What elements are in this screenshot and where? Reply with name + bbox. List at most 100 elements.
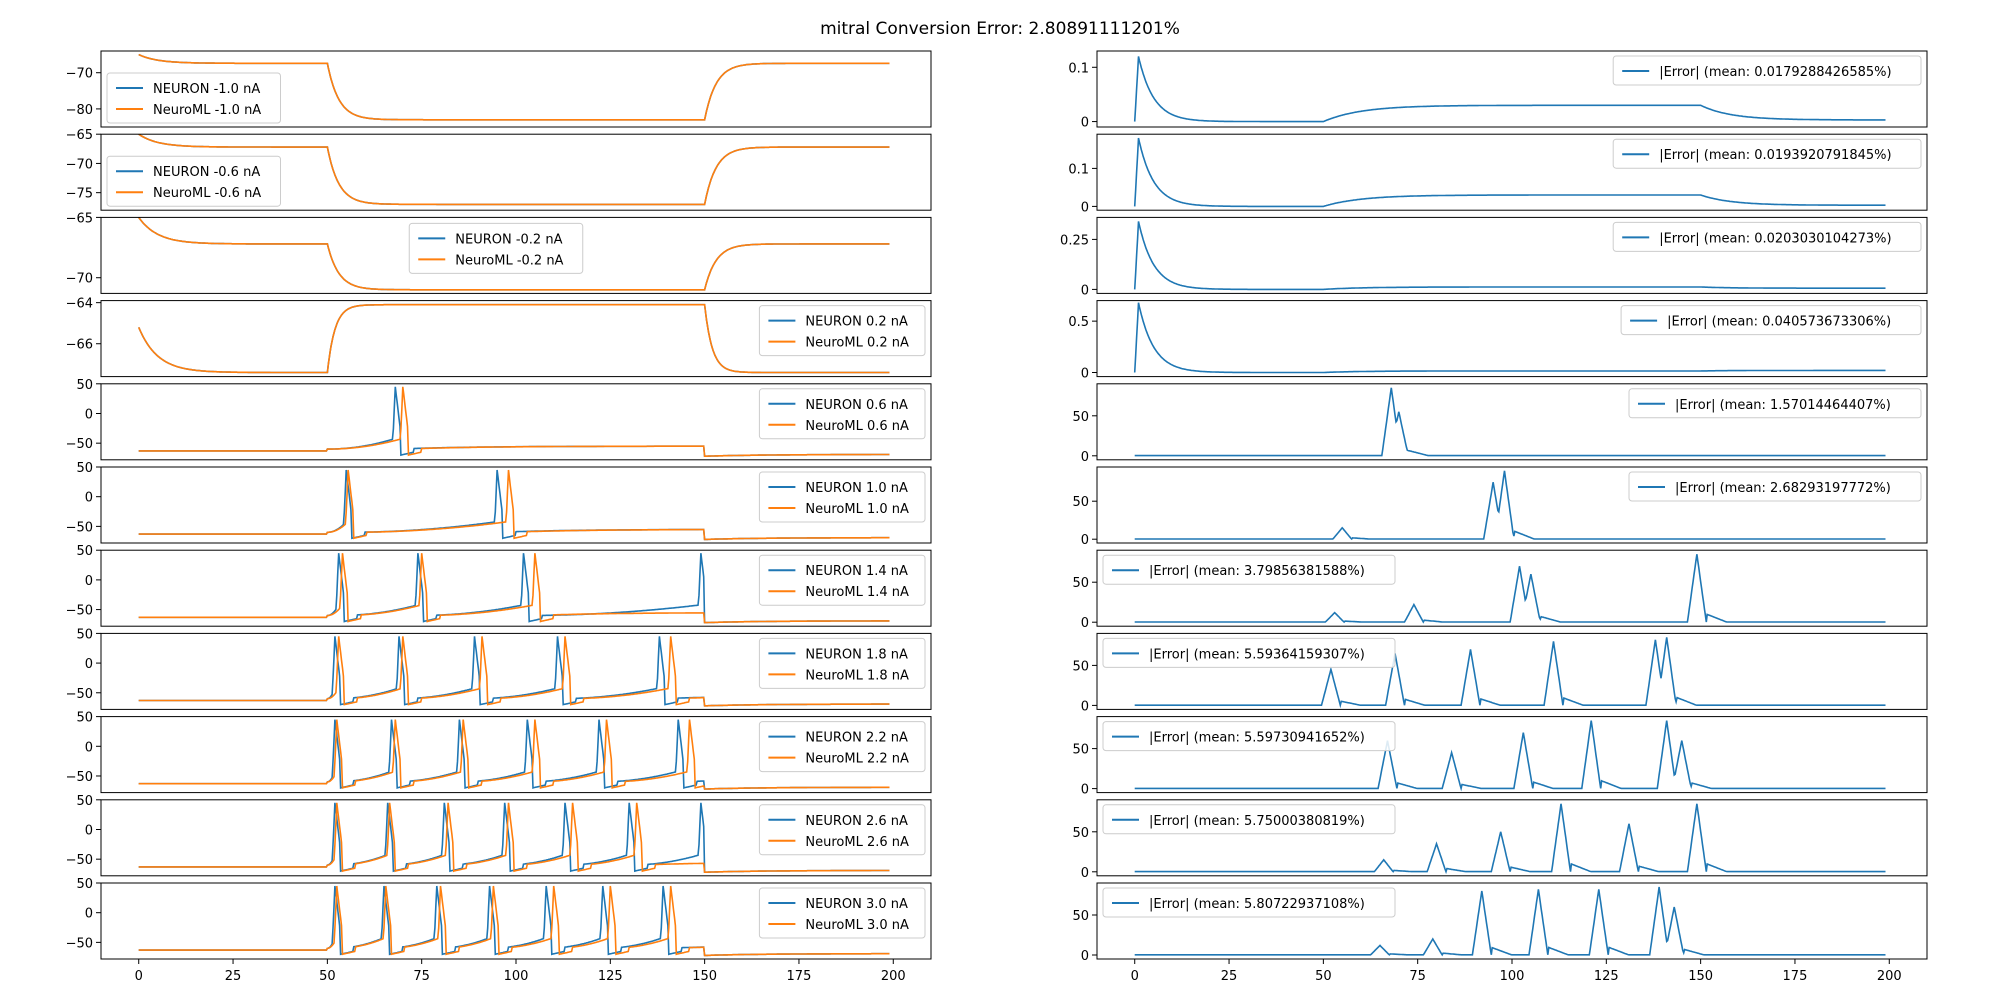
error-panel-2: 0 0.25 |Error| (mean: 0.0203030104273%) <box>1060 216 1928 298</box>
legend-box <box>1102 887 1396 918</box>
legend-box <box>758 804 926 856</box>
error-panel-1: 0 0.1 |Error| (mean: 0.0193920791845%) <box>1068 133 1928 215</box>
legend-label: NeuroML 3.0 nA <box>805 918 909 933</box>
legend-label: NeuroML 2.6 nA <box>805 835 909 850</box>
y-tick-label: 0 <box>85 407 93 422</box>
legend-box <box>1620 305 1922 336</box>
y-tick-label: 50 <box>1072 826 1089 841</box>
legend-label: NEURON 1.4 nA <box>805 564 908 579</box>
error-trace-line <box>1133 137 1886 208</box>
y-tick-label: −50 <box>66 520 93 535</box>
neuroml-trace-line <box>138 469 890 541</box>
y-tick-label: 50 <box>1072 909 1089 924</box>
axis-frame <box>1096 799 1928 877</box>
error-trace-line <box>1133 221 1886 291</box>
error-panel-4: 0 50 |Error| (mean: 1.57014464407%) <box>1072 383 1928 465</box>
legend-label: |Error| (mean: 0.0193920791845%) <box>1659 148 1891 163</box>
axis-frame <box>1096 383 1928 461</box>
legend: NEURON -1.0 nA NeuroML -1.0 nA <box>106 72 281 124</box>
legend-label: NEURON 2.6 nA <box>805 814 908 829</box>
legend-box <box>1102 721 1396 752</box>
legend: |Error| (mean: 2.68293197772%) <box>1628 471 1922 502</box>
legend-label: |Error| (mean: 0.040573673306%) <box>1667 315 1891 330</box>
y-tick-label: 50 <box>76 378 93 393</box>
axis-frame <box>1096 50 1928 128</box>
y-tick-label: 0 <box>1081 283 1089 298</box>
y-tick-label: 50 <box>1072 659 1089 674</box>
x-tick-label: 50 <box>319 969 336 984</box>
axis-frame <box>100 466 932 544</box>
legend-box <box>106 72 281 124</box>
voltage-panel-5: 50 0 −50 NEURON 1.0 nA NeuroML 1.0 nA <box>66 461 932 544</box>
legend: |Error| (mean: 5.59364159307%) <box>1102 637 1396 668</box>
legend: NEURON 2.2 nA NeuroML 2.2 nA <box>758 721 926 773</box>
legend: NEURON -0.2 nA NeuroML -0.2 nA <box>408 222 584 274</box>
x-tick-label: 0 <box>1131 969 1139 984</box>
legend: |Error| (mean: 0.040573673306%) <box>1620 305 1922 336</box>
legend-box <box>758 388 926 440</box>
y-tick-label: 50 <box>76 627 93 642</box>
axis-frame <box>100 716 932 794</box>
legend-box <box>1102 637 1396 668</box>
neuroml-trace-line <box>138 134 890 206</box>
legend-box <box>1628 388 1922 419</box>
figure-title: mitral Conversion Error: 2.80891111201% <box>820 19 1180 39</box>
y-tick-label: −70 <box>66 67 93 82</box>
legend-label: NeuroML 1.4 nA <box>805 585 909 600</box>
legend: |Error| (mean: 0.0179288426585%) <box>1612 55 1922 86</box>
legend: NEURON 1.0 nA NeuroML 1.0 nA <box>758 471 926 523</box>
y-tick-label: −75 <box>66 187 93 202</box>
legend: |Error| (mean: 0.0193920791845%) <box>1612 138 1922 169</box>
legend-label: |Error| (mean: 5.59730941652%) <box>1149 731 1365 746</box>
error-trace-line <box>1133 56 1886 123</box>
legend-box <box>1612 55 1922 86</box>
y-tick-label: −64 <box>66 297 93 312</box>
x-tick-label: 100 <box>504 969 529 984</box>
legend-label: NEURON -0.6 nA <box>153 165 260 180</box>
legend-label: |Error| (mean: 3.79856381588%) <box>1149 564 1365 579</box>
y-tick-label: 50 <box>1072 410 1089 425</box>
y-tick-label: −70 <box>66 272 93 287</box>
y-tick-label: 0.1 <box>1068 162 1089 177</box>
axis-frame <box>100 300 932 378</box>
x-tick-label: 175 <box>787 969 812 984</box>
axis-frame <box>1096 300 1928 378</box>
y-tick-label: 50 <box>76 711 93 726</box>
neuroml-trace-line <box>137 303 890 374</box>
x-tick-label: 0 <box>135 969 143 984</box>
x-tick-label: 150 <box>1688 969 1713 984</box>
neuroml-trace-line <box>138 217 890 291</box>
y-tick-label: 0 <box>1081 450 1089 465</box>
legend-label: |Error| (mean: 5.59364159307%) <box>1149 647 1365 662</box>
axis-frame <box>100 383 932 461</box>
x-tick-label: 100 <box>1500 969 1525 984</box>
y-tick-label: 0 <box>1081 949 1089 964</box>
neuroml-trace-line <box>138 636 890 707</box>
error-trace-line <box>1134 554 1886 624</box>
error-panel-3: 0 0.5 |Error| (mean: 0.040573673306%) <box>1068 300 1928 381</box>
legend-label: NeuroML 0.6 nA <box>805 419 909 434</box>
error-trace-line <box>1133 302 1886 374</box>
voltage-panel-7: 50 0 −50 NEURON 1.8 nA NeuroML 1.8 nA <box>66 627 932 710</box>
legend-box <box>758 637 926 689</box>
legend-label: |Error| (mean: 1.57014464407%) <box>1675 398 1891 413</box>
legend-box <box>758 721 926 773</box>
x-tick-label: 25 <box>1221 969 1238 984</box>
error-trace-line <box>1134 803 1886 875</box>
error-trace-line <box>1134 387 1886 457</box>
error-panel-7: 0 50 |Error| (mean: 5.59364159307%) <box>1072 632 1928 714</box>
axis-frame <box>100 549 932 627</box>
y-tick-label: −80 <box>66 103 93 118</box>
legend: |Error| (mean: 5.75000380819%) <box>1102 804 1396 835</box>
y-tick-label: 0.1 <box>1068 61 1089 76</box>
legend-label: NeuroML -1.0 nA <box>153 103 261 118</box>
voltage-panel-0: −70 −80 NEURON -1.0 nA NeuroML -1.0 nA <box>66 50 932 128</box>
x-tick-label: 75 <box>1409 969 1426 984</box>
legend-label: NEURON 2.2 nA <box>805 731 908 746</box>
y-tick-label: 50 <box>76 544 93 559</box>
x-tick-label: 75 <box>413 969 430 984</box>
legend: |Error| (mean: 5.80722937108%) <box>1102 887 1396 918</box>
y-tick-label: 0 <box>1081 783 1089 798</box>
y-tick-label: 0 <box>85 574 93 589</box>
